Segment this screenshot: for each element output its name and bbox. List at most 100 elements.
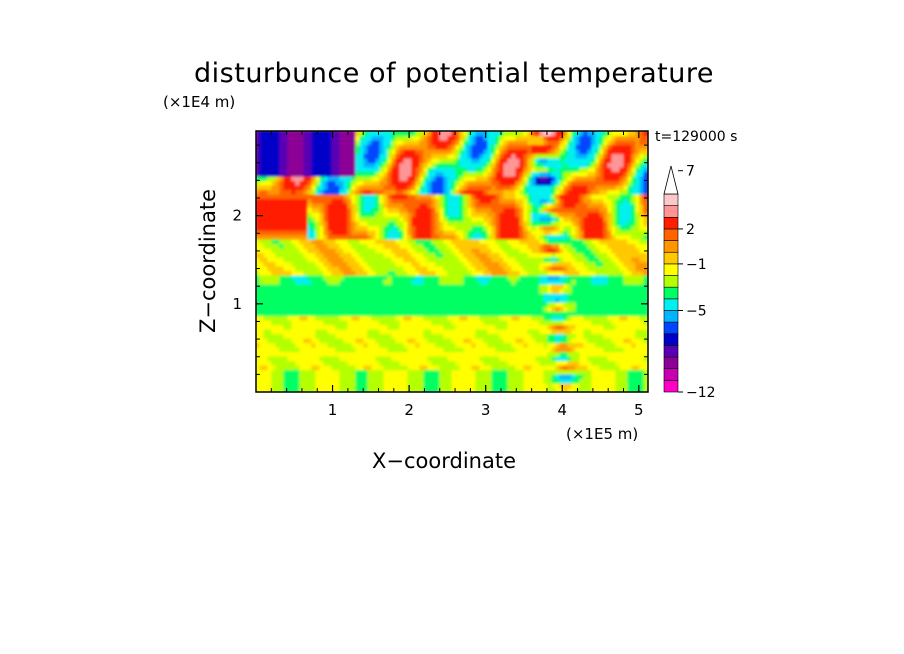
- field-cell: [475, 251, 481, 258]
- field-cell: [539, 161, 545, 168]
- field-cell: [351, 305, 357, 312]
- field-cell: [419, 292, 425, 299]
- field-cell: [391, 274, 397, 281]
- field-cell: [287, 220, 293, 227]
- field-cell: [407, 359, 413, 366]
- field-cell: [383, 211, 389, 218]
- field-cell: [591, 287, 597, 294]
- field-cell: [603, 364, 609, 371]
- field-cell: [523, 359, 529, 366]
- field-cell: [287, 215, 293, 222]
- field-cell: [503, 346, 509, 353]
- field-cell: [259, 211, 265, 218]
- field-cell: [423, 373, 429, 380]
- field-cell: [295, 184, 301, 191]
- field-cell: [487, 332, 493, 339]
- field-cell: [315, 170, 321, 177]
- field-cell: [459, 283, 465, 290]
- field-cell: [627, 296, 633, 303]
- field-cell: [443, 310, 449, 317]
- field-cell: [319, 229, 325, 236]
- field-cell: [307, 193, 313, 200]
- field-cell: [483, 305, 489, 312]
- field-cell: [571, 292, 577, 299]
- field-cell: [507, 346, 513, 353]
- field-cell: [335, 238, 341, 245]
- field-cell: [527, 341, 533, 348]
- field-cell: [507, 355, 513, 362]
- field-cell: [455, 346, 461, 353]
- field-cell: [555, 332, 561, 339]
- field-cell: [479, 292, 485, 299]
- field-cell: [503, 193, 509, 200]
- field-cell: [315, 323, 321, 330]
- field-cell: [559, 274, 565, 281]
- field-cell: [503, 161, 509, 168]
- field-cell: [467, 283, 473, 290]
- field-cell: [399, 265, 405, 272]
- field-cell: [515, 197, 521, 204]
- field-cell: [391, 193, 397, 200]
- field-cell: [259, 238, 265, 245]
- field-cell: [583, 287, 589, 294]
- field-cell: [307, 202, 313, 209]
- field-cell: [283, 377, 289, 384]
- field-cell: [375, 301, 381, 308]
- field-cell: [399, 332, 405, 339]
- field-cell: [379, 206, 385, 213]
- field-cell: [515, 341, 521, 348]
- field-cell: [415, 175, 421, 182]
- field-cell: [367, 179, 373, 186]
- field-cell: [351, 274, 357, 281]
- field-cell: [531, 161, 537, 168]
- field-cell: [347, 265, 353, 272]
- field-cell: [399, 323, 405, 330]
- field-cell: [583, 197, 589, 204]
- field-cell: [559, 197, 565, 204]
- field-cell: [407, 283, 413, 290]
- field-cell: [415, 377, 421, 384]
- field-cell: [367, 305, 373, 312]
- field-cell: [535, 332, 541, 339]
- field-cell: [603, 386, 609, 392]
- field-cell: [583, 215, 589, 222]
- field-cell: [415, 265, 421, 272]
- field-cell: [611, 346, 617, 353]
- field-cell: [487, 292, 493, 299]
- field-cell: [571, 355, 577, 362]
- field-cell: [391, 301, 397, 308]
- field-cell: [371, 314, 377, 321]
- field-cell: [363, 296, 369, 303]
- field-cell: [503, 233, 509, 240]
- field-cell: [627, 332, 633, 339]
- field-cell: [335, 233, 341, 240]
- field-cell: [507, 310, 513, 317]
- field-cell: [403, 206, 409, 213]
- field-cell: [439, 310, 445, 317]
- field-cell: [519, 368, 525, 375]
- field-cell: [423, 305, 429, 312]
- field-cell: [523, 301, 529, 308]
- field-cell: [395, 166, 401, 173]
- field-cell: [495, 211, 501, 218]
- field-cell: [523, 233, 529, 240]
- field-cell: [431, 283, 437, 290]
- field-cell: [535, 314, 541, 321]
- field-cell: [263, 305, 269, 312]
- field-cell: [467, 202, 473, 209]
- field-cell: [479, 377, 485, 384]
- field-cell: [375, 373, 381, 380]
- field-cell: [271, 301, 277, 308]
- field-cell: [307, 161, 313, 168]
- field-cell: [451, 296, 457, 303]
- field-cell: [311, 188, 317, 195]
- field-cell: [567, 202, 573, 209]
- field-cell: [471, 355, 477, 362]
- field-cell: [367, 278, 373, 285]
- field-cell: [623, 377, 629, 384]
- field-cell: [279, 319, 285, 326]
- field-cell: [583, 260, 589, 267]
- field-cell: [599, 166, 605, 173]
- field-cell: [479, 373, 485, 380]
- field-cell: [563, 184, 569, 191]
